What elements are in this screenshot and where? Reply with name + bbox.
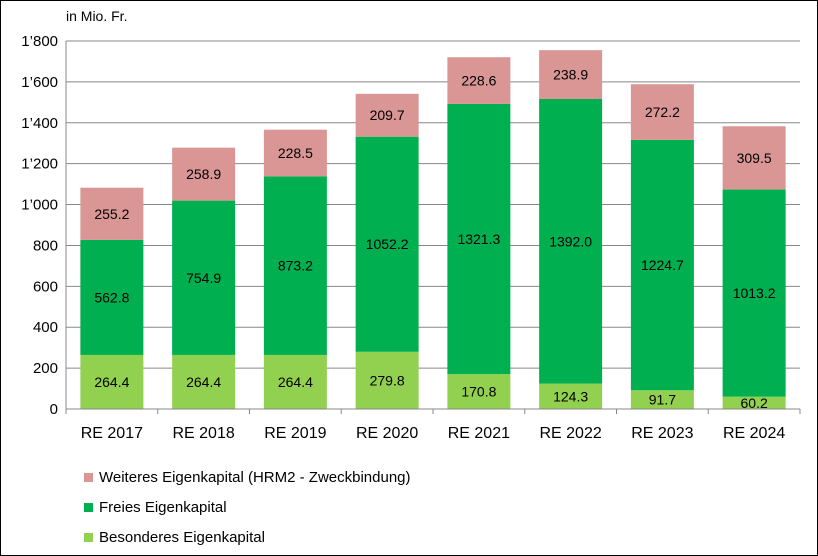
bar-re-2019-series-1	[263, 176, 327, 355]
bar-re-2023-series-0	[630, 390, 694, 409]
bar-re-2024-series-1	[722, 189, 786, 397]
data-label-re-2021-series-0: 170.8	[461, 384, 496, 400]
data-label-re-2019-series-2: 228.5	[278, 145, 313, 161]
bar-re-2018-series-0	[172, 354, 236, 409]
bar-re-2021-series-1	[447, 103, 511, 375]
data-label-re-2021-series-1: 1321.3	[457, 231, 500, 247]
bar-re-2021-series-0	[447, 374, 511, 409]
y-tick-label-1600: 1’600	[21, 74, 58, 91]
data-label-re-2019-series-1: 873.2	[278, 258, 313, 274]
bar-re-2022-series-0	[539, 383, 603, 409]
x-tick-label-re-2023: RE 2023	[631, 425, 693, 442]
x-tick-label-re-2022: RE 2022	[539, 425, 601, 442]
bar-re-2017-series-2	[80, 187, 144, 240]
bar-re-2020-series-2	[355, 93, 419, 137]
data-label-re-2019-series-0: 264.4	[278, 374, 313, 390]
data-label-re-2022-series-1: 1392.0	[549, 233, 592, 249]
data-label-re-2023-series-2: 272.2	[645, 104, 680, 120]
x-tick-label-re-2017: RE 2017	[81, 425, 143, 442]
data-label-re-2020-series-2: 209.7	[370, 107, 405, 123]
bar-re-2017-series-0	[80, 354, 144, 409]
data-label-re-2020-series-1: 1052.2	[366, 236, 409, 252]
legend-swatch-besonderes	[84, 532, 93, 542]
legend-swatch-weiteres	[84, 472, 93, 482]
data-label-re-2018-series-1: 754.9	[186, 270, 221, 286]
bar-re-2018-series-2	[172, 147, 236, 201]
bar-re-2023-series-1	[630, 139, 694, 391]
data-label-re-2017-series-1: 562.8	[94, 289, 129, 305]
y-tick-label-1200: 1’200	[21, 156, 58, 173]
data-label-re-2020-series-0: 279.8	[370, 372, 405, 388]
data-label-re-2021-series-2: 228.6	[461, 73, 496, 89]
y-tick-label-800: 800	[33, 237, 58, 254]
bar-re-2024-series-0	[722, 396, 786, 409]
y-unit-label: in Mio. Fr.	[66, 8, 128, 24]
bar-re-2021-series-2	[447, 57, 511, 104]
legend-item-weiteres: Weiteres Eigenkapital (HRM2 - Zweckbindu…	[84, 462, 411, 492]
bar-re-2020-series-1	[355, 136, 419, 352]
data-label-re-2022-series-0: 124.3	[553, 388, 588, 404]
data-label-re-2017-series-0: 264.4	[94, 374, 129, 390]
data-label-re-2018-series-0: 264.4	[186, 374, 221, 390]
data-label-re-2018-series-2: 258.9	[186, 166, 221, 182]
legend-label-besonderes: Besonderes Eigenkapital	[99, 528, 265, 546]
legend-item-freies: Freies Eigenkapital	[84, 492, 411, 522]
bar-re-2018-series-1	[172, 200, 236, 355]
legend: Weiteres Eigenkapital (HRM2 - Zweckbindu…	[84, 462, 411, 552]
x-tick-label-re-2018: RE 2018	[172, 425, 234, 442]
bar-re-2022-series-1	[539, 99, 603, 384]
bar-re-2017-series-1	[80, 239, 144, 355]
x-tick-label-re-2019: RE 2019	[264, 425, 326, 442]
legend-label-weiteres: Weiteres Eigenkapital (HRM2 - Zweckbindu…	[99, 468, 411, 486]
bar-re-2020-series-0	[355, 351, 419, 409]
bar-re-2022-series-2	[539, 50, 603, 100]
data-label-re-2023-series-1: 1224.7	[641, 257, 684, 273]
y-tick-label-200: 200	[33, 360, 58, 377]
legend-item-besonderes: Besonderes Eigenkapital	[84, 522, 411, 552]
x-tick-label-re-2020: RE 2020	[356, 425, 418, 442]
data-label-re-2023-series-0: 91.7	[649, 392, 676, 408]
bar-re-2019-series-0	[263, 354, 327, 409]
y-tick-label-600: 600	[33, 278, 58, 295]
y-tick-label-1800: 1’800	[21, 33, 58, 50]
x-tick-label-re-2021: RE 2021	[448, 425, 510, 442]
data-label-re-2024-series-1: 1013.2	[733, 285, 776, 301]
legend-swatch-freies	[84, 502, 93, 512]
data-label-re-2024-series-2: 309.5	[737, 150, 772, 166]
data-label-re-2024-series-0: 60.2	[741, 395, 768, 411]
x-tick-label-re-2024: RE 2024	[723, 425, 785, 442]
bar-re-2024-series-2	[722, 126, 786, 190]
data-label-re-2017-series-2: 255.2	[94, 206, 129, 222]
y-tick-label-0: 0	[50, 401, 58, 418]
bar-re-2019-series-2	[263, 129, 327, 177]
bar-re-2023-series-2	[630, 84, 694, 140]
y-tick-label-400: 400	[33, 319, 58, 336]
y-tick-label-1000: 1’000	[21, 197, 58, 214]
data-label-re-2022-series-2: 238.9	[553, 67, 588, 83]
legend-label-freies: Freies Eigenkapital	[99, 498, 227, 516]
y-tick-label-1400: 1’400	[21, 115, 58, 132]
